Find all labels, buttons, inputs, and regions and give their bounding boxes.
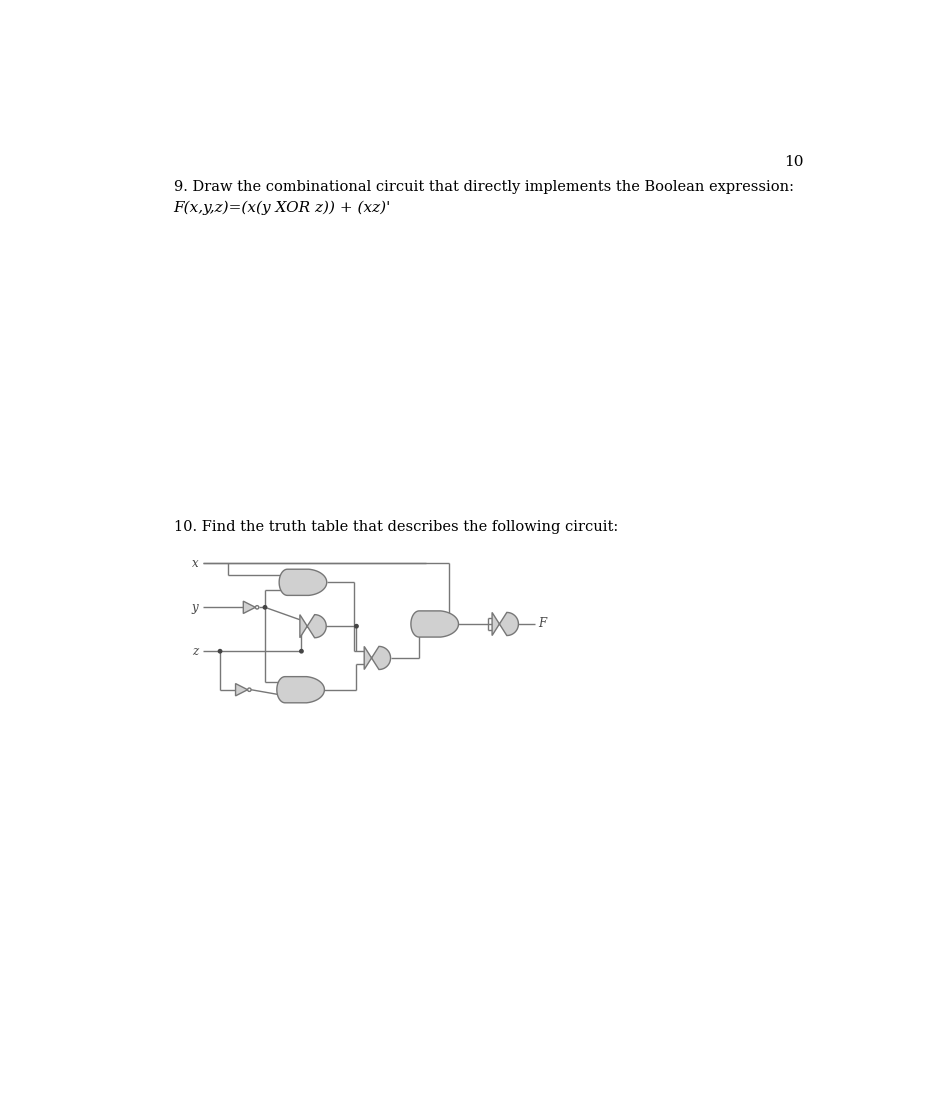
Text: z: z [192,645,199,658]
Text: x: x [192,557,199,570]
Text: 10: 10 [784,155,804,170]
Text: y: y [192,601,199,614]
Polygon shape [411,611,459,637]
Polygon shape [243,602,255,614]
Polygon shape [300,615,326,638]
Text: F: F [539,617,546,630]
Circle shape [219,649,221,652]
Polygon shape [236,683,248,695]
Polygon shape [365,647,391,670]
Polygon shape [492,613,518,636]
Circle shape [300,649,303,652]
Circle shape [355,625,358,628]
Text: F(x,y,z)=(x(y XOR z)) + (xz)': F(x,y,z)=(x(y XOR z)) + (xz)' [173,201,391,215]
Circle shape [264,606,267,609]
Polygon shape [277,677,324,703]
Text: 9. Draw the combinational circuit that directly implements the Boolean expressio: 9. Draw the combinational circuit that d… [173,180,793,194]
Text: 10. Find the truth table that describes the following circuit:: 10. Find the truth table that describes … [173,520,618,534]
Circle shape [255,606,259,609]
Polygon shape [279,570,327,595]
Circle shape [248,688,252,691]
